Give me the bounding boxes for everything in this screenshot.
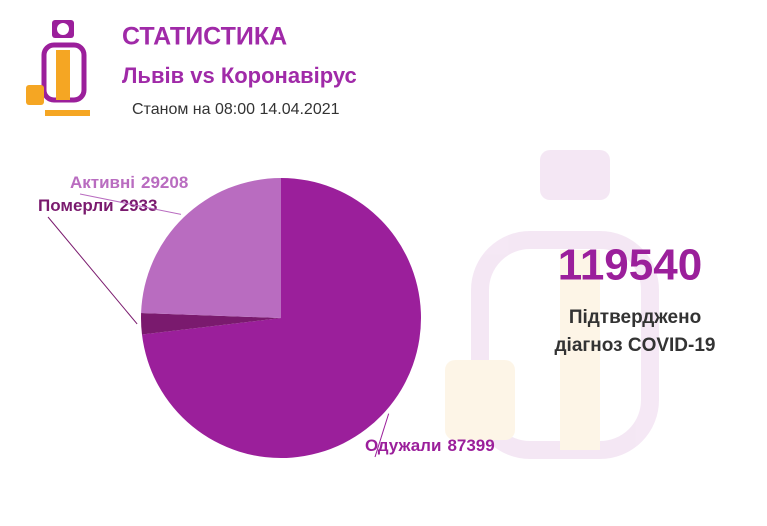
label-value: 87399: [447, 436, 494, 455]
label-name: Активні: [70, 173, 135, 192]
pie-slice: [141, 178, 281, 318]
pie-slice: [140, 313, 281, 335]
date: Станом на 08:00 14.04.2021: [132, 101, 340, 118]
pie-slice: [141, 178, 422, 458]
total-caption: Підтверджено: [569, 307, 701, 328]
total: 119540: [558, 241, 702, 290]
total-caption: діагноз COVID-19: [554, 335, 715, 356]
leader-line: [374, 413, 390, 458]
label-value: 29208: [141, 173, 188, 192]
title: СТАТИСТИКА: [122, 23, 287, 51]
background-icon: [445, 150, 659, 459]
subtitle: Львів vs Коронавірус: [122, 63, 357, 88]
label-name: Одужали: [365, 436, 441, 455]
leader-line: [79, 193, 182, 215]
data-label: Одужали 87399: [365, 436, 495, 455]
data-label: Активні 29208: [70, 173, 188, 192]
leader-line: [47, 216, 138, 325]
logo-icon: [26, 20, 90, 116]
label-name: Померли: [38, 196, 114, 215]
